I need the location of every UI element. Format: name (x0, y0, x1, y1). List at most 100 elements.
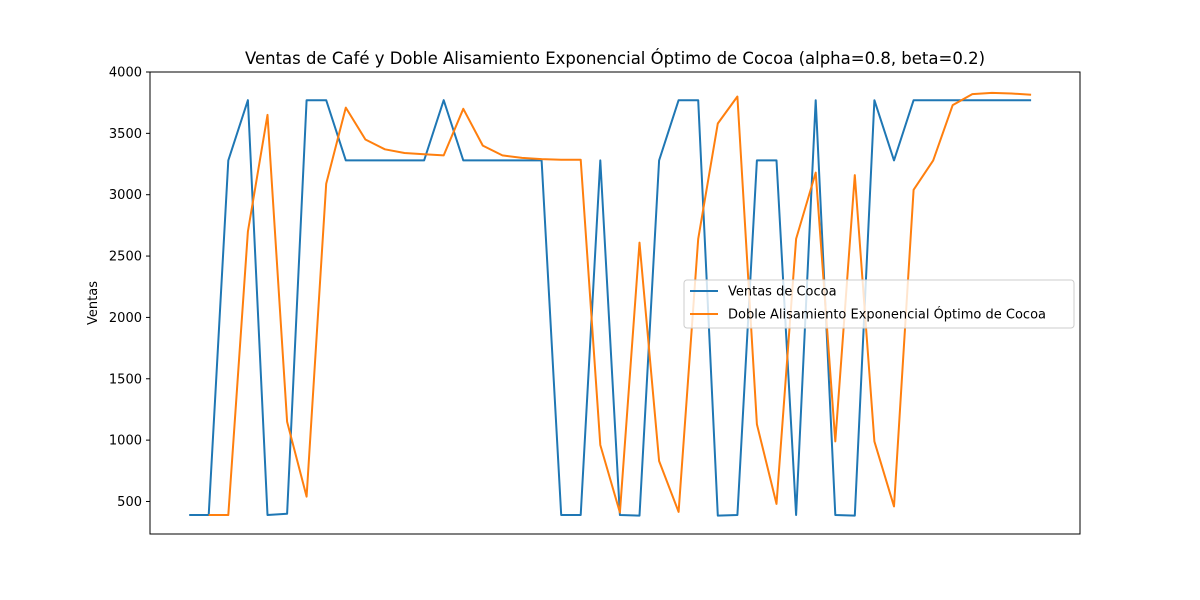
plot-area (188, 91, 1032, 517)
data-point-series-2 (560, 159, 562, 161)
y-tick-label: 1000 (109, 434, 142, 449)
y-tick-label: 3500 (109, 127, 142, 142)
data-point-series-1 (893, 159, 895, 161)
data-point-series-2 (208, 514, 210, 516)
data-point-series-1 (678, 99, 680, 101)
data-point-series-1 (756, 159, 758, 161)
data-point-series-2 (384, 148, 386, 150)
y-tick-label: 3000 (109, 188, 142, 203)
data-point-series-1 (482, 159, 484, 161)
y-axis-label: Ventas (86, 281, 101, 325)
data-point-series-1 (658, 159, 660, 161)
data-point-series-1 (188, 514, 190, 516)
data-point-series-2 (404, 152, 406, 154)
data-point-series-1 (521, 159, 523, 161)
data-point-series-2 (678, 511, 680, 513)
legend-box (683, 279, 1075, 329)
data-point-series-2 (267, 114, 269, 116)
data-point-series-2 (952, 104, 954, 106)
data-point-series-1 (854, 515, 856, 517)
data-point-series-2 (580, 159, 582, 161)
data-point-series-1 (404, 159, 406, 161)
data-point-series-2 (639, 242, 641, 244)
y-tick-label: 500 (117, 495, 142, 510)
series-line-2 (208, 91, 1032, 516)
data-point-series-2 (913, 189, 915, 191)
data-point-series-2 (1030, 94, 1032, 96)
data-point-series-1 (815, 99, 817, 101)
data-point-series-2 (971, 93, 973, 95)
data-point-series-1 (697, 99, 699, 101)
y-tick-label: 4000 (109, 66, 142, 81)
data-point-series-2 (364, 139, 366, 141)
data-point-series-1 (1030, 99, 1032, 101)
data-point-series-2 (306, 496, 308, 498)
y-tick-label: 1500 (109, 372, 142, 387)
data-point-series-2 (697, 238, 699, 240)
data-point-series-2 (873, 440, 875, 442)
y-axis: 500 1000 1500 2000 2500 3000 3500 4000 (109, 66, 150, 510)
data-point-series-2 (815, 172, 817, 174)
data-point-series-2 (658, 460, 660, 462)
data-point-series-1 (325, 99, 327, 101)
data-point-series-2 (423, 153, 425, 155)
legend: Ventas de Cocoa Doble Alisamiento Exponen… (683, 279, 1075, 329)
data-point-series-1 (736, 514, 738, 516)
data-point-series-1 (599, 159, 601, 161)
data-point-series-1 (580, 514, 582, 516)
data-point-series-2 (932, 159, 934, 161)
data-point-series-2 (462, 108, 464, 110)
data-point-series-1 (384, 159, 386, 161)
data-point-series-1 (913, 99, 915, 101)
data-point-series-2 (247, 231, 249, 233)
data-point-series-1 (247, 99, 249, 101)
data-point-series-1 (873, 99, 875, 101)
data-point-series-1 (619, 514, 621, 516)
data-point-series-2 (991, 92, 993, 94)
data-point-series-2 (599, 444, 601, 446)
data-point-series-2 (286, 421, 288, 423)
data-point-series-1 (227, 159, 229, 161)
data-point-series-2 (482, 145, 484, 147)
data-point-series-2 (443, 154, 445, 156)
chart-title: Ventas de Café y Doble Alisamiento Expon… (245, 49, 985, 68)
data-point-series-2 (717, 123, 719, 125)
data-point-series-1 (423, 159, 425, 161)
data-point-series-2 (834, 440, 836, 442)
data-point-series-2 (1011, 93, 1013, 95)
data-point-series-2 (619, 512, 621, 514)
data-point-series-1 (306, 99, 308, 101)
data-point-series-2 (501, 154, 503, 156)
data-point-series-2 (854, 174, 856, 176)
data-point-series-2 (227, 514, 229, 516)
series-line-1 (189, 99, 1032, 517)
data-point-series-1 (462, 159, 464, 161)
data-point-series-1 (364, 159, 366, 161)
legend-label-1: Ventas de Cocoa (728, 285, 837, 300)
data-point-series-1 (717, 515, 719, 517)
data-point-series-2 (893, 505, 895, 507)
data-point-series-1 (795, 514, 797, 516)
data-point-series-2 (736, 96, 738, 98)
data-point-series-1 (834, 514, 836, 516)
data-point-series-1 (971, 99, 973, 101)
plot-frame (149, 71, 1081, 535)
data-point-series-1 (639, 515, 641, 517)
data-point-series-1 (776, 159, 778, 161)
y-tick-label: 2500 (109, 250, 142, 265)
data-point-series-2 (776, 503, 778, 505)
data-point-series-2 (541, 158, 543, 160)
data-point-series-1 (286, 513, 288, 515)
data-point-series-1 (443, 99, 445, 101)
data-point-series-1 (501, 159, 503, 161)
data-point-series-2 (521, 157, 523, 159)
data-point-series-1 (932, 99, 934, 101)
data-point-series-2 (325, 183, 327, 185)
data-point-series-2 (795, 238, 797, 240)
data-point-series-1 (991, 99, 993, 101)
data-point-series-1 (267, 514, 269, 516)
y-tick-label: 2000 (109, 311, 142, 326)
data-point-series-2 (345, 107, 347, 109)
data-point-series-1 (345, 159, 347, 161)
